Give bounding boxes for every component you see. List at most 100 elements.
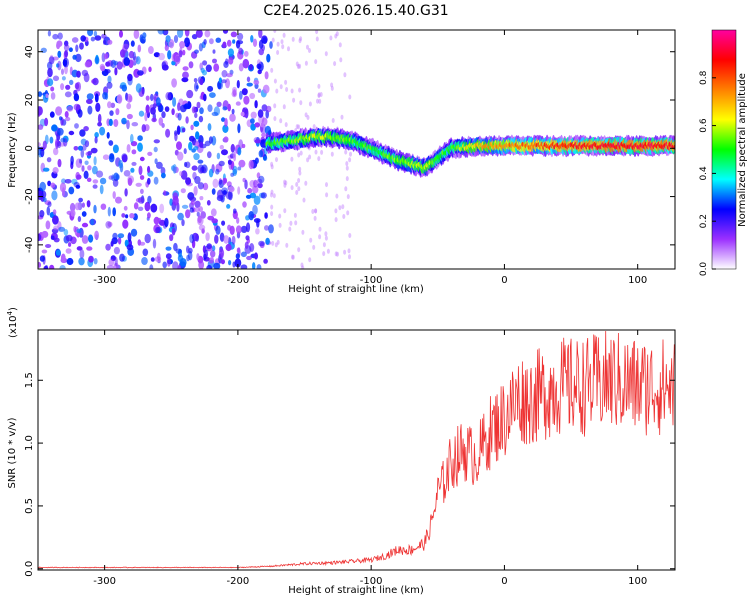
heatmap-noise-cell [74,82,80,90]
heatmap-noise-cell [47,201,52,208]
heatmap-noise-cell [262,155,268,161]
heatmap-noise-cell [50,235,55,240]
heatmap-noise-cell [112,191,116,199]
heatmap-noise-cell [137,44,142,53]
heatmap-noise-cell [228,186,235,193]
heatmap-sparse-cell [298,170,302,176]
heatmap-sparse-cell [290,88,294,94]
heatmap-noise-cell [178,50,183,58]
heatmap-noise-cell [199,196,204,201]
heatmap-sparse-cell [304,60,308,66]
heatmap-noise-cell [265,105,272,113]
heatmap-noise-cell [246,82,253,87]
heatmap-noise-cell [95,102,101,113]
heatmap-noise-cell [73,225,77,233]
heatmap-noise-cell [253,179,258,188]
heatmap-noise-cell [127,73,133,82]
heatmap-sparse-cell [348,254,351,260]
heatmap-sparse-cell [343,72,347,78]
heatmap-sparse-cell [349,151,352,157]
heatmap-noise-cell [47,180,51,187]
colorbar-ticks: 0.0 0.2 0.4 0.6 0.8 [699,70,716,276]
heatmap-noise-cell [204,30,211,38]
x-tick-label: 100 [628,576,647,587]
heatmap-sparse-cell [300,262,304,268]
heatmap-noise-cell [69,202,76,212]
heatmap-noise-cell [199,78,204,86]
heatmap-noise-cell [56,40,63,47]
heatmap-noise-cell [207,123,212,131]
heatmap-noise-cell [221,79,227,84]
x-tick-label: -100 [360,275,383,286]
heatmap-noise-cell [196,211,200,217]
heatmap-noise-cell [230,143,235,153]
heatmap-noise-cell [171,52,179,63]
heatmap-noise-cell [211,188,216,195]
spectrogram-x-label: Height of straight line (km) [288,284,424,295]
heatmap-noise-cell [249,243,255,252]
heatmap-noise-cell [94,93,99,103]
heatmap-noise-cell [222,106,228,111]
heatmap-noise-cell [177,30,184,38]
heatmap-noise-cell [145,95,150,101]
heatmap-sparse-cell [334,208,338,214]
heatmap-noise-cell [246,255,252,261]
heatmap-noise-cell [228,260,232,266]
heatmap-sparse-cell [283,208,287,214]
heatmap-noise-cell [92,179,99,184]
heatmap-noise-cell [180,188,186,194]
heatmap-noise-cell [249,92,256,100]
heatmap-noise-cell [44,264,49,269]
heatmap-noise-cell [208,257,215,264]
heatmap-noise-cell [126,119,130,130]
heatmap-noise-cell [52,75,60,82]
heatmap-noise-cell [90,147,98,154]
heatmap-sparse-cell [330,151,334,157]
heatmap-noise-cell [179,41,186,49]
heatmap-noise-cell [263,258,268,264]
heatmap-noise-cell [253,195,261,205]
heatmap-noise-cell [245,194,252,199]
heatmap-sparse-cell [309,237,313,243]
heatmap-noise-cell [115,196,122,204]
heatmap-noise-cell [79,42,84,50]
heatmap-noise-cell [189,196,197,202]
heatmap-noise-cell [158,117,164,126]
heatmap-noise-cell [224,117,228,128]
heatmap-sparse-cell [313,215,317,221]
heatmap-noise-cell [199,107,204,115]
heatmap-noise-cell [74,202,81,211]
heatmap-noise-cell [49,264,55,269]
heatmap-noise-cell [210,250,216,258]
heatmap-noise-cell [68,242,72,247]
colorbar-label: Normalized spectral amplitude [737,73,748,227]
heatmap-noise-cell [181,77,189,83]
heatmap-noise-cell [122,219,129,229]
heatmap-noise-cell [153,139,160,144]
heatmap-noise-cell [127,175,134,184]
heatmap-sparse-cell [297,186,301,192]
heatmap-noise-cell [99,184,104,195]
heatmap-sparse-cell [342,214,346,219]
heatmap-noise-cell [216,152,221,160]
colorbar-tick-label: 0.8 [699,70,709,85]
heatmap-sparse-cell [290,156,294,162]
heatmap-noise-cell [229,113,236,122]
heatmap-noise-cell [175,248,182,254]
heatmap-noise-cell [106,81,113,89]
snr-scale-factor: (x104) [6,307,19,338]
heatmap-noise-cell [194,200,201,208]
heatmap-sparse-cell [308,48,311,53]
heatmap-noise-cell [151,117,157,123]
heatmap-noise-cell [53,237,60,243]
heatmap-noise-cell [264,212,268,219]
heatmap-sparse-cell [329,35,333,41]
heatmap-noise-cell [203,39,207,45]
heatmap-noise-cell [198,206,203,213]
heatmap-noise-cell [59,116,63,121]
heatmap-noise-cell [207,151,212,159]
heatmap-noise-cell [246,76,251,83]
heatmap-noise-cell [82,144,87,151]
heatmap-noise-cell [52,33,59,40]
heatmap-noise-cell [114,67,118,76]
